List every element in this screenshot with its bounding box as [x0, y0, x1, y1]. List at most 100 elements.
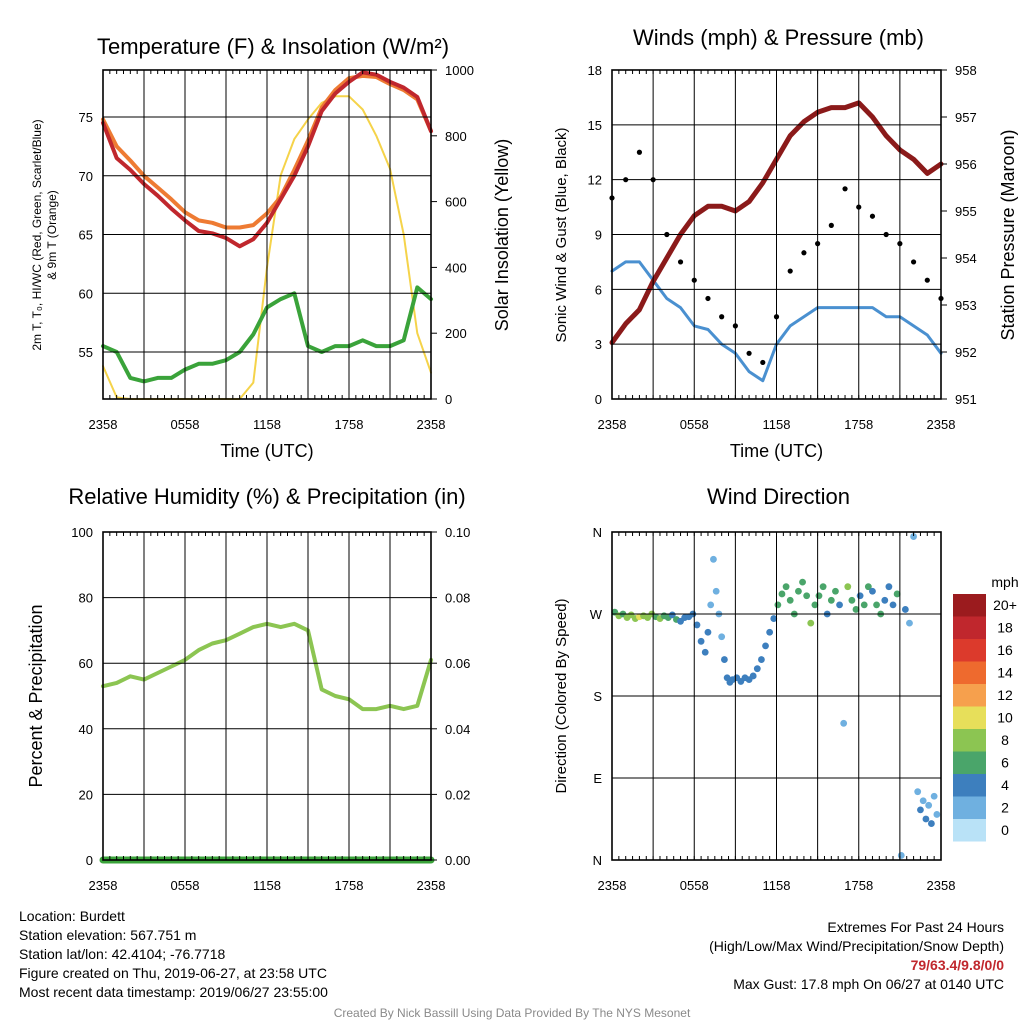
temp-yleft-label-1: 2m T, T₀, HI/WC (Red, Green, Scarlet/Blu… — [30, 119, 44, 350]
direction-point — [721, 656, 728, 663]
dir-ytick-label: W — [590, 607, 603, 622]
direction-point — [803, 592, 811, 600]
dir-yleft-label: Direction (Colored By Speed) — [553, 598, 570, 793]
legend-swatch — [953, 706, 986, 729]
wind-ytick-label: 3 — [595, 337, 602, 352]
dir-xtick-label: 1158 — [763, 878, 791, 893]
direction-point — [786, 596, 794, 604]
rh-ytick-label: 40 — [79, 722, 93, 737]
gust-point — [705, 295, 711, 302]
temp-border — [102, 69, 432, 400]
rh-xtick-label: 0558 — [171, 878, 200, 893]
legend-title: mph — [991, 574, 1018, 590]
direction-point — [811, 601, 819, 609]
extremes-subtitle: (High/Low/Max Wind/Precipitation/Snow De… — [709, 938, 1004, 954]
dir-xtick-label: 2358 — [927, 878, 956, 893]
location-text: Location: Burdett — [19, 908, 125, 924]
temp-xtick-label: 2358 — [417, 417, 446, 432]
direction-point — [922, 815, 930, 823]
temp-yright-label: Solar Insolation (Yellow) — [492, 139, 512, 331]
dir-title: Wind Direction — [707, 484, 850, 509]
legend-label: 2 — [1001, 800, 1009, 816]
dir-xtick-label: 0558 — [680, 878, 709, 893]
legend-label: 14 — [997, 665, 1013, 681]
direction-point — [832, 587, 839, 595]
direction-point — [906, 619, 913, 627]
direction-point — [704, 628, 712, 636]
direction-point — [668, 611, 676, 619]
rh-y2tick-label: 0.02 — [445, 787, 470, 802]
direction-point — [712, 587, 720, 595]
direction-point — [844, 583, 852, 591]
wind-ytick-label: 6 — [595, 282, 602, 297]
wind-y2tick-label: 956 — [955, 157, 977, 172]
direction-point — [782, 583, 790, 591]
direction-point — [758, 656, 765, 663]
direction-point — [774, 601, 782, 609]
wind-yleft-label: Sonic Wind & Gust (Blue, Black) — [553, 127, 570, 342]
extremes-values: 79/63.4/9.8/0/0 — [910, 957, 1004, 973]
direction-point — [893, 590, 901, 598]
direction-point — [693, 621, 701, 629]
dir-ytick-label: E — [593, 771, 602, 786]
temp-y2tick-label: 800 — [445, 129, 467, 144]
direction-point — [701, 648, 709, 656]
temp-ytick-label: 55 — [79, 345, 93, 360]
legend-swatch — [953, 684, 986, 707]
legend-label: 18 — [997, 620, 1013, 636]
temp-xtick-label: 1158 — [253, 417, 281, 432]
direction-point — [848, 596, 856, 604]
direction-point — [889, 601, 897, 609]
rh-title: Relative Humidity (%) & Precipitation (i… — [68, 484, 465, 509]
gust-point — [842, 186, 848, 192]
wind-ytick-label: 12 — [588, 173, 602, 188]
gust-point — [828, 222, 834, 228]
legend-label: 12 — [997, 687, 1013, 703]
extremes-title: Extremes For Past 24 Hours — [827, 919, 1004, 935]
gust-point — [677, 259, 684, 265]
created-text: Figure created on Thu, 2019-06-27, at 23… — [19, 965, 327, 981]
gust-point — [924, 277, 930, 283]
wind-y2tick-label: 953 — [955, 298, 977, 313]
direction-point — [762, 642, 769, 650]
wind-xtick-label: 2358 — [927, 417, 956, 432]
direction-point — [925, 801, 933, 809]
wind-y2tick-label: 954 — [955, 251, 977, 266]
temp-xtick-label: 0558 — [171, 417, 200, 432]
direction-point — [819, 583, 827, 591]
wind-y2tick-label: 958 — [955, 63, 977, 78]
rh-xtick-label: 2358 — [417, 878, 446, 893]
temp-ytick-label: 65 — [79, 228, 93, 243]
wind-yright-label: Station Pressure (Maroon) — [998, 129, 1018, 340]
latlon-text: Station lat/lon: 42.4104; -76.7718 — [19, 946, 226, 962]
max-gust-text: Max Gust: 17.8 mph On 06/27 at 0140 UTC — [733, 976, 1004, 992]
direction-point — [928, 820, 935, 827]
temp-xtick-label: 1758 — [335, 417, 364, 432]
wind-xtick-label: 2358 — [598, 417, 627, 432]
rh-ytick-label: 100 — [71, 525, 93, 540]
rh-ytick-label: 0 — [86, 853, 93, 868]
wind-ytick-label: 9 — [595, 228, 602, 243]
extremes-info: Extremes For Past 24 Hours (High/Low/Max… — [709, 918, 1004, 994]
temp-xtick-label: 2358 — [89, 417, 118, 432]
legend-swatch — [953, 774, 986, 797]
dir-xtick-label: 1758 — [844, 878, 873, 893]
wind-x-label: Time (UTC) — [730, 441, 823, 461]
direction-point — [697, 637, 705, 645]
rh-y2tick-label: 0.10 — [445, 525, 470, 540]
direction-point — [840, 719, 848, 727]
temp-ytick-label: 70 — [79, 169, 93, 184]
gust-point — [910, 259, 917, 265]
legend-swatch — [953, 661, 986, 684]
direction-point — [707, 601, 715, 609]
direction-point — [914, 788, 922, 796]
legend-swatch — [953, 819, 986, 842]
direction-point — [766, 628, 774, 636]
dir-ytick-label: S — [593, 689, 602, 704]
rh-y2tick-label: 0.06 — [445, 656, 470, 671]
legend-label: 20+ — [993, 597, 1017, 613]
direction-point — [827, 596, 835, 604]
temp-title: Temperature (F) & Insolation (W/m²) — [97, 34, 449, 59]
wind-xtick-label: 1758 — [844, 417, 873, 432]
